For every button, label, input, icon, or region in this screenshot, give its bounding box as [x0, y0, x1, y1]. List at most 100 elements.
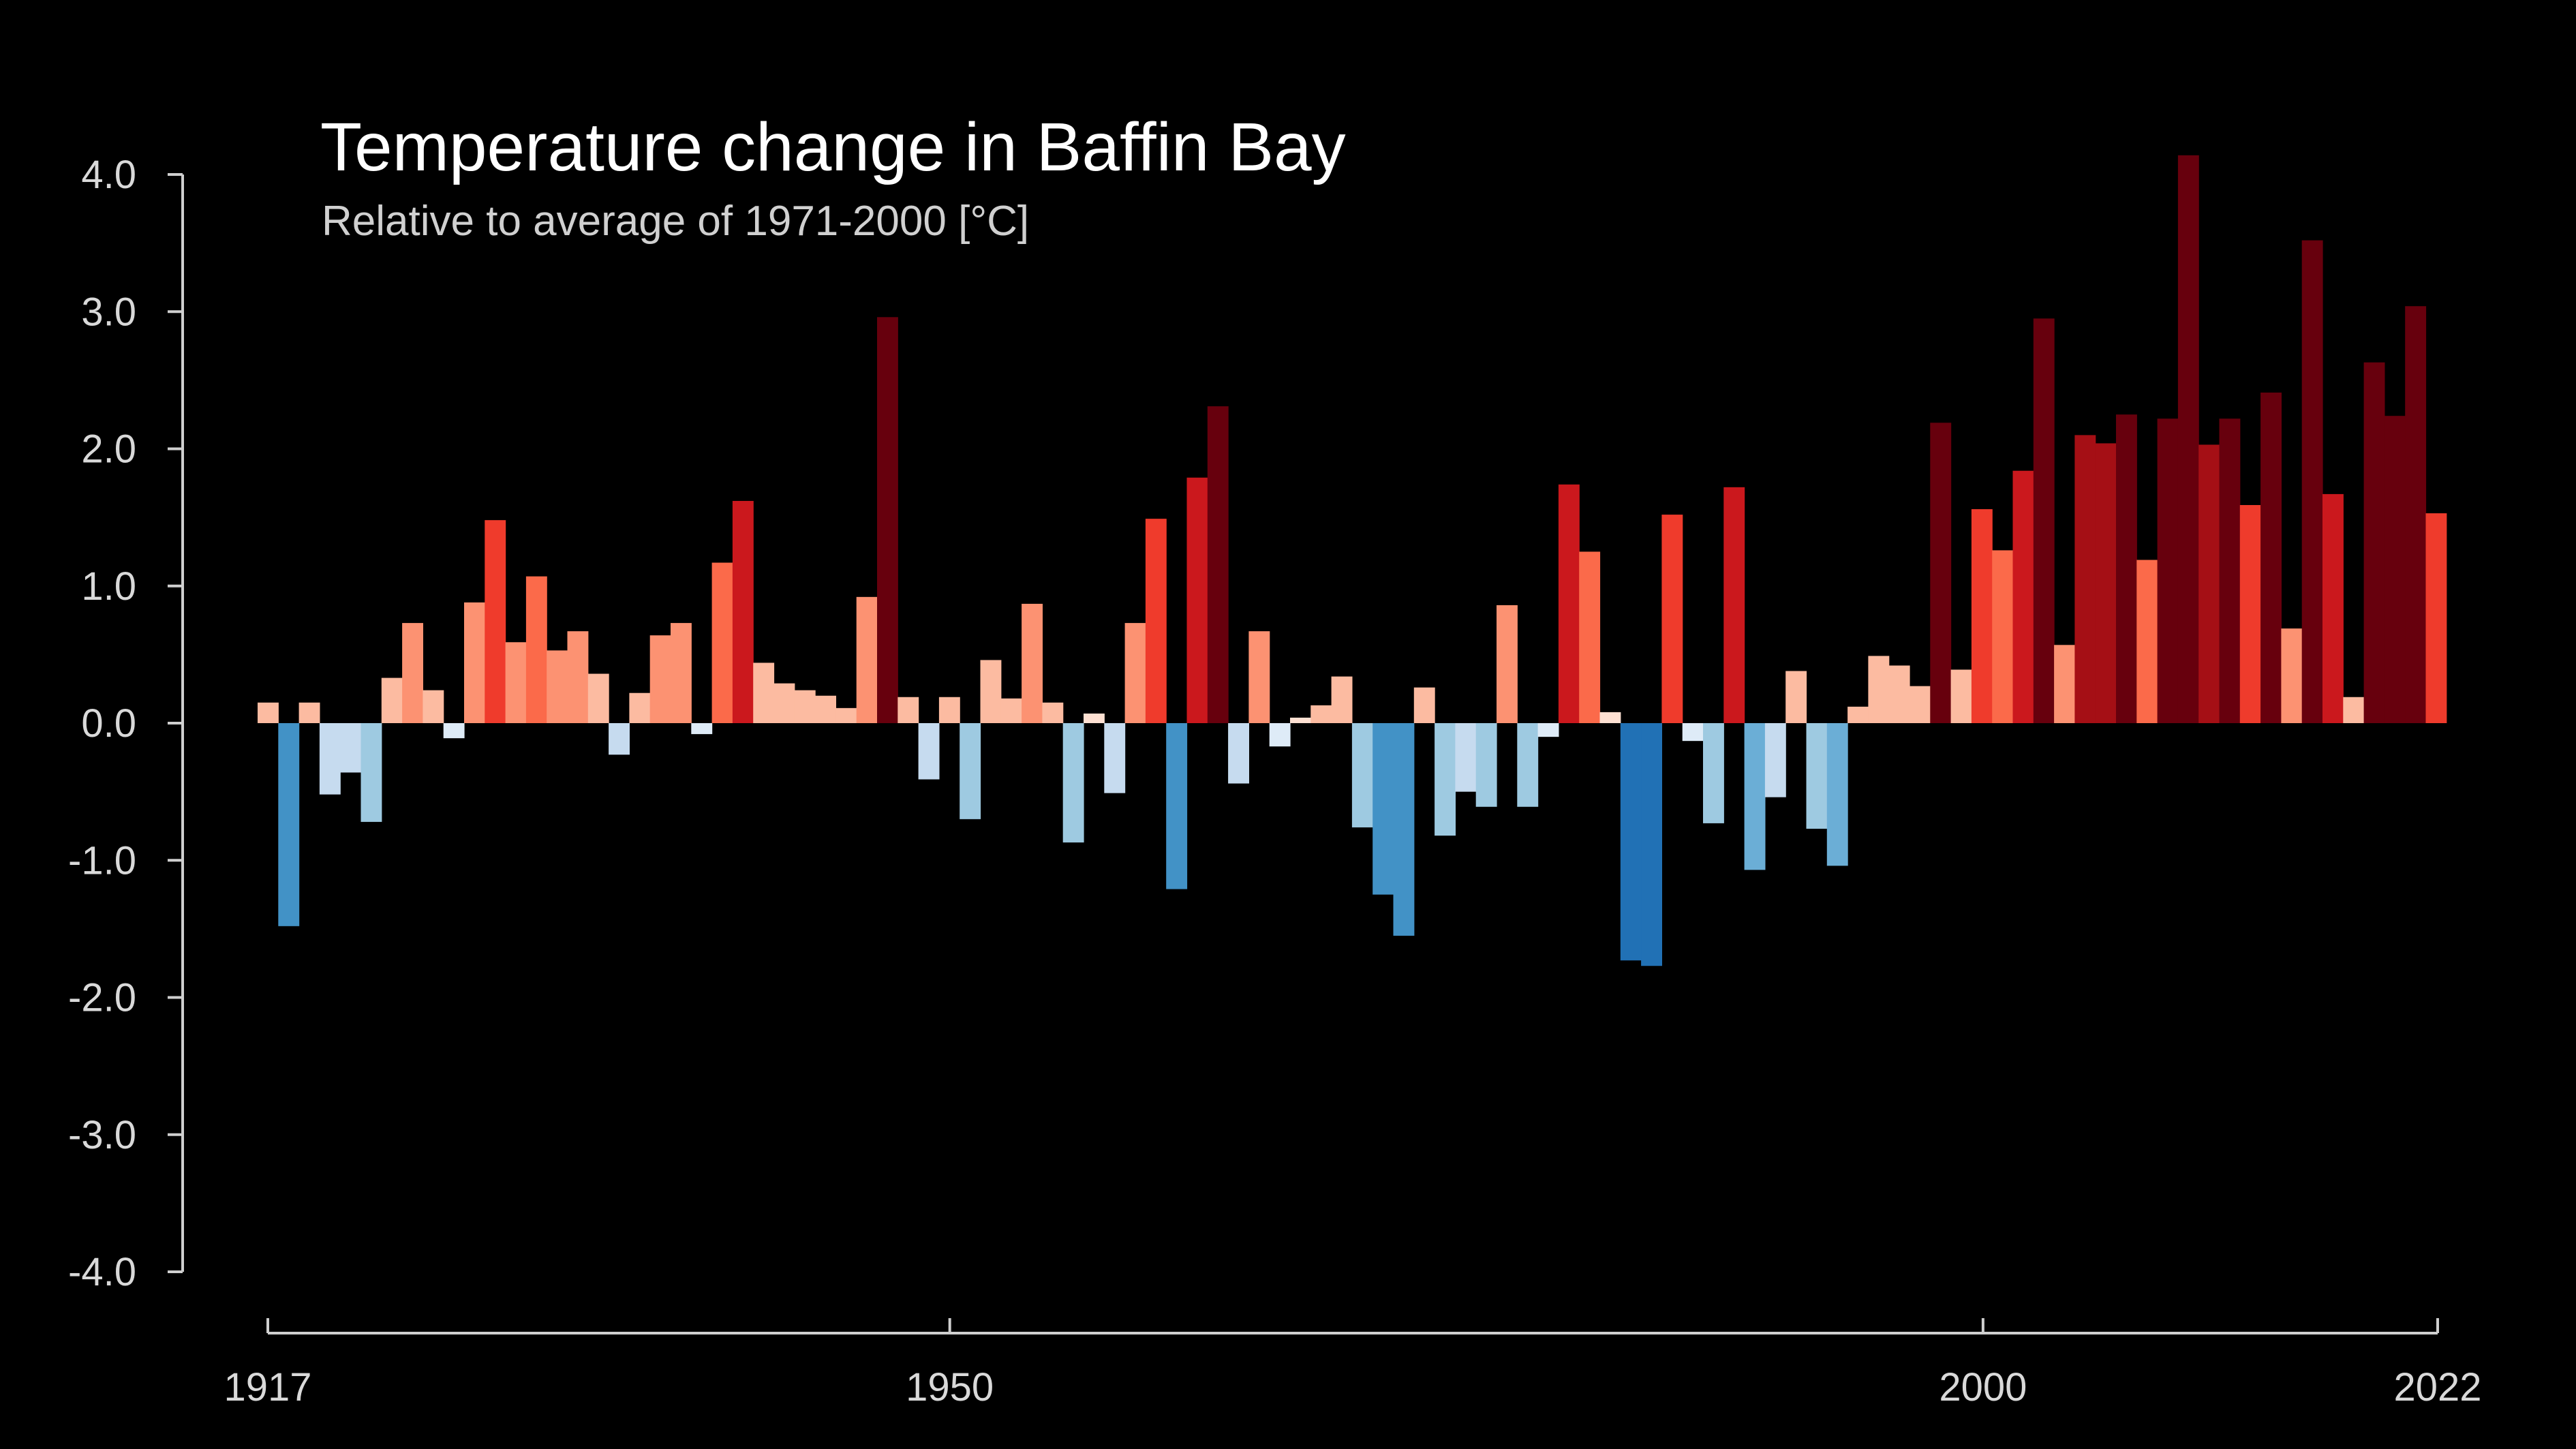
bar-1993	[1826, 723, 1848, 866]
bar-1931	[547, 650, 568, 723]
bar-1968	[1310, 705, 1332, 723]
bar-2005	[2074, 435, 2096, 724]
x-tick-label: 1917	[224, 1365, 311, 1409]
bar-1954	[1022, 603, 1043, 723]
bar-1979	[1537, 723, 1559, 737]
bar-2004	[2054, 645, 2075, 723]
bar-1923	[381, 677, 403, 723]
y-tick-label: -3.0	[68, 1113, 136, 1157]
bar-1994	[1847, 706, 1869, 723]
bar-1939	[711, 562, 733, 723]
bar-1918	[278, 723, 300, 926]
y-tick-label: -4.0	[68, 1250, 136, 1294]
y-tick-label: 1.0	[81, 564, 136, 609]
bar-1932	[567, 631, 589, 723]
bar-1997	[1910, 686, 1931, 723]
bar-1959	[1124, 623, 1146, 723]
bar-1962	[1186, 477, 1208, 723]
bar-1951	[960, 723, 981, 819]
bar-1963	[1207, 406, 1229, 723]
bar-1978	[1517, 723, 1539, 807]
bar-1949	[918, 723, 940, 780]
bar-1998	[1930, 423, 1952, 723]
bar-1937	[671, 623, 692, 723]
bar-1973	[1413, 687, 1435, 723]
bar-2006	[2095, 443, 2117, 723]
bar-1950	[938, 697, 960, 723]
bar-2015	[2281, 628, 2303, 723]
bar-2003	[2033, 318, 2055, 723]
bar-1984	[1641, 723, 1662, 966]
bar-1943	[794, 690, 816, 723]
chart-subtitle: Relative to average of 1971-2000 [°C]	[322, 198, 1029, 245]
bar-1987	[1703, 723, 1724, 823]
bar-1919	[298, 702, 320, 723]
bar-2001	[1992, 550, 2014, 723]
x-tick-label: 1950	[906, 1365, 994, 1409]
bar-1926	[443, 723, 465, 739]
y-tick-label: 3.0	[81, 290, 136, 334]
y-tick-label: 4.0	[81, 153, 136, 197]
bar-1929	[505, 642, 527, 723]
bar-1936	[649, 635, 671, 723]
bar-2016	[2301, 240, 2323, 724]
bar-1928	[485, 520, 506, 723]
bar-1986	[1682, 723, 1704, 742]
bar-1982	[1599, 712, 1621, 723]
x-tick-label: 2022	[2393, 1365, 2481, 1409]
bar-1946	[856, 596, 878, 723]
bar-1999	[1950, 669, 1972, 723]
bar-1947	[877, 317, 898, 723]
bar-1956	[1062, 723, 1084, 843]
bar-2002	[2012, 470, 2034, 723]
bar-1955	[1042, 702, 1064, 723]
bar-1977	[1497, 605, 1518, 723]
bar-2008	[2136, 560, 2158, 723]
bar-1960	[1145, 519, 1167, 723]
bar-1975	[1455, 723, 1477, 792]
bar-1924	[402, 623, 423, 723]
bar-2013	[2239, 505, 2261, 723]
y-tick-label: 2.0	[81, 427, 136, 472]
bar-1969	[1331, 676, 1353, 723]
bar-2018	[2343, 697, 2365, 723]
bar-1942	[773, 683, 795, 723]
x-axis: 1917 1950 2000 2022	[224, 1318, 2482, 1409]
bar-1917	[258, 702, 279, 723]
bar-1925	[423, 690, 444, 723]
y-tick-label: -2.0	[68, 976, 136, 1020]
bar-2010	[2177, 155, 2199, 723]
bar-2019	[2363, 362, 2385, 723]
bar-1990	[1764, 723, 1786, 797]
bar-2000	[1971, 509, 1993, 723]
bar-1957	[1084, 713, 1105, 723]
bar-1961	[1166, 723, 1188, 889]
bar-1985	[1661, 515, 1683, 723]
bar-2021	[2405, 306, 2427, 723]
bar-2017	[2322, 493, 2344, 723]
bar-1930	[525, 576, 547, 723]
bar-2007	[2116, 414, 2137, 723]
bar-2014	[2260, 392, 2282, 723]
bar-1980	[1558, 484, 1580, 723]
bar-1940	[732, 500, 754, 723]
bar-1972	[1393, 723, 1415, 936]
bar-1988	[1723, 487, 1745, 723]
bar-1967	[1290, 717, 1311, 723]
chart-title: Temperature change in Baffin Bay	[320, 109, 1346, 185]
bar-1938	[691, 723, 713, 735]
bar-1995	[1868, 656, 1890, 723]
bar-1964	[1228, 723, 1249, 784]
bar-1992	[1806, 723, 1828, 829]
bar-1976	[1475, 723, 1497, 807]
bar-1934	[609, 723, 630, 755]
bar-2022	[2425, 513, 2447, 723]
bar-1941	[753, 662, 775, 723]
bar-1944	[815, 695, 836, 723]
bar-1927	[464, 602, 485, 723]
bars-group	[258, 155, 2447, 966]
bar-1921	[340, 723, 362, 773]
bar-1935	[629, 692, 651, 723]
bar-2020	[2384, 416, 2406, 723]
